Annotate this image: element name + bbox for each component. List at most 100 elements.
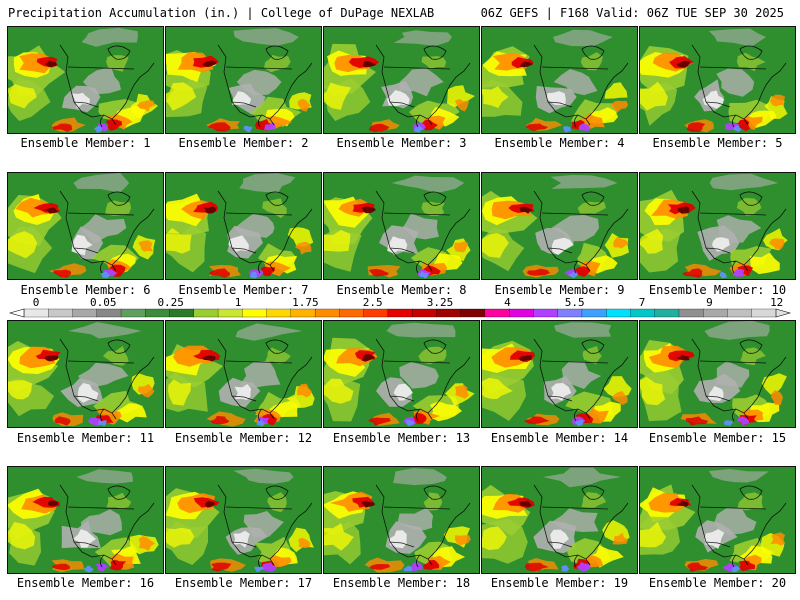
precip-map [482, 467, 637, 573]
ensemble-member-map [165, 26, 322, 134]
colorbar-tick-label: 3.25 [427, 296, 454, 309]
colorbar-segment [703, 308, 728, 318]
colorbar-segment [193, 308, 219, 318]
member-caption: Ensemble Member: 20 [648, 576, 787, 590]
precip-map [482, 27, 637, 133]
ensemble-member-map [165, 320, 322, 428]
member-caption: Ensemble Member: 7 [178, 283, 309, 297]
ensemble-member-map [481, 26, 638, 134]
colorbar-segment [290, 308, 316, 318]
ensemble-member-map [481, 466, 638, 574]
member-caption: Ensemble Member: 10 [648, 283, 787, 297]
precip-colorbar: 0 0.05 0.25 1 1.75 2.5 3.25 4 5.5 7 9 12 [8, 296, 792, 318]
colorbar-segment [314, 308, 340, 318]
colorbar-tick-label: 0.05 [90, 296, 117, 309]
ensemble-member-map [323, 172, 480, 280]
colorbar-segment [48, 308, 73, 318]
colorbar-tick-label: 2.5 [363, 296, 383, 309]
ensemble-member-map [7, 466, 164, 574]
ensemble-member-map [165, 466, 322, 574]
precip-map [324, 321, 479, 427]
chart-title: Precipitation Accumulation (in.) | Colle… [8, 6, 435, 20]
colorbar-tick-label: 4 [504, 296, 511, 309]
member-caption: Ensemble Member: 18 [332, 576, 471, 590]
member-caption: Ensemble Member: 16 [16, 576, 155, 590]
member-caption: Ensemble Member: 17 [174, 576, 313, 590]
precip-map [324, 467, 479, 573]
ensemble-member-map [165, 172, 322, 280]
colorbar-segment [96, 308, 122, 318]
member-caption: Ensemble Member: 11 [16, 431, 155, 445]
ensemble-member-map [481, 172, 638, 280]
colorbar-segment [436, 308, 462, 318]
member-caption: Ensemble Member: 1 [20, 136, 151, 150]
precip-map [166, 27, 321, 133]
precip-map [640, 27, 795, 133]
member-caption: Ensemble Member: 5 [652, 136, 783, 150]
colorbar-min-arrow [8, 308, 25, 318]
member-caption: Ensemble Member: 8 [336, 283, 467, 297]
colorbar-segment [630, 308, 656, 318]
member-caption: Ensemble Member: 6 [20, 283, 151, 297]
precip-map [482, 173, 637, 279]
member-caption: Ensemble Member: 4 [494, 136, 625, 150]
colorbar-segment [411, 308, 437, 318]
precip-map [166, 321, 321, 427]
precip-map [324, 173, 479, 279]
colorbar-segment [509, 308, 534, 318]
ensemble-member-map [639, 26, 796, 134]
colorbar-tick-label: 12 [770, 296, 783, 309]
colorbar-tick-label: 0.25 [157, 296, 184, 309]
precip-map [640, 321, 795, 427]
ensemble-member-map [323, 466, 480, 574]
colorbar-segment [533, 308, 559, 318]
precip-map [482, 321, 637, 427]
ensemble-member-map [639, 320, 796, 428]
colorbar-segment [363, 308, 389, 318]
ensemble-member-map [639, 466, 796, 574]
colorbar-tick-label: 1.75 [292, 296, 319, 309]
colorbar-segment [678, 308, 704, 318]
colorbar-segment [145, 308, 170, 318]
colorbar-tick-label: 1 [235, 296, 242, 309]
colorbar-segment [484, 308, 510, 318]
colorbar-segment [460, 308, 486, 318]
ensemble-member-map [7, 320, 164, 428]
colorbar-segment [72, 308, 98, 318]
colorbar-segment [654, 308, 680, 318]
precip-map [8, 321, 163, 427]
precip-map [166, 173, 321, 279]
colorbar-segment [242, 308, 268, 318]
ensemble-member-map [323, 26, 480, 134]
colorbar-segment [120, 308, 146, 318]
precip-map [166, 467, 321, 573]
member-caption: Ensemble Member: 3 [336, 136, 467, 150]
colorbar-segment [387, 308, 413, 318]
member-caption: Ensemble Member: 13 [332, 431, 471, 445]
member-caption: Ensemble Member: 12 [174, 431, 313, 445]
run-info: 06Z GEFS | F168 Valid: 06Z TUE SEP 30 20… [480, 6, 784, 20]
colorbar-tick-label: 9 [706, 296, 713, 309]
ensemble-member-map [323, 320, 480, 428]
ensemble-member-map [639, 172, 796, 280]
colorbar-segment [169, 308, 195, 318]
colorbar-tick-label: 5.5 [565, 296, 585, 309]
precip-map [640, 467, 795, 573]
colorbar-segment [266, 308, 292, 318]
member-caption: Ensemble Member: 9 [494, 283, 625, 297]
colorbar-tick-label: 7 [639, 296, 646, 309]
precip-map [8, 27, 163, 133]
colorbar-segment [23, 308, 49, 318]
member-caption: Ensemble Member: 14 [490, 431, 629, 445]
precip-map [8, 467, 163, 573]
colorbar-segment [557, 308, 583, 318]
ensemble-member-map [7, 26, 164, 134]
colorbar-segment [606, 308, 631, 318]
precip-map [8, 173, 163, 279]
colorbar-segment [581, 308, 607, 318]
precip-map [640, 173, 795, 279]
colorbar-segment [727, 308, 753, 318]
colorbar-segment [217, 308, 243, 318]
colorbar-tick-label: 0 [33, 296, 40, 309]
colorbar-segment [339, 308, 365, 318]
